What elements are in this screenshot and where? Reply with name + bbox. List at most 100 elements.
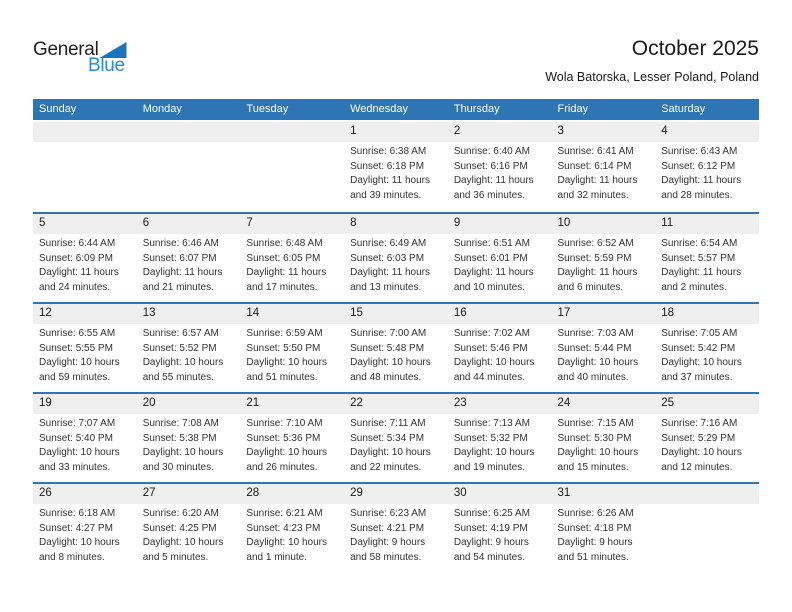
day-number: 16 — [447, 304, 552, 325]
sunrise-text: Sunrise: 6:51 AM — [453, 238, 530, 250]
sunrise-text: Sunrise: 7:13 AM — [453, 418, 530, 430]
daylight-text: Daylight: 10 hours and 40 minutes. — [557, 357, 639, 383]
sunrise-text: Sunrise: 7:05 AM — [661, 328, 738, 340]
daylight-text: Daylight: 10 hours and 12 minutes. — [661, 447, 742, 473]
empty-day-cell — [33, 122, 137, 212]
day-number: 27 — [136, 484, 241, 505]
daylight-text: Daylight: 11 hours and 21 minutes. — [142, 267, 223, 293]
sunset-text: Sunset: 4:18 PM — [557, 522, 632, 534]
day-number: 22 — [344, 394, 448, 415]
day-cell: 30 Sunrise: 6:25 AM Sunset: 4:19 PM Dayl… — [447, 482, 552, 572]
day-number: 26 — [33, 484, 137, 505]
daylight-text: Daylight: 10 hours and 33 minutes. — [39, 447, 120, 473]
daylight-text: Daylight: 10 hours and 37 minutes. — [661, 357, 742, 383]
sunset-text: Sunset: 5:50 PM — [246, 342, 321, 354]
day-cell: 12 Sunrise: 6:55 AM Sunset: 5:55 PM Dayl… — [33, 302, 137, 392]
day-details: Sunrise: 7:08 AM Sunset: 5:38 PM Dayligh… — [137, 414, 241, 475]
weekday-header-friday: Friday — [551, 99, 656, 123]
day-number: 7 — [240, 214, 345, 235]
sunrise-text: Sunrise: 6:25 AM — [453, 508, 530, 520]
day-number: 11 — [655, 214, 759, 235]
page-header: General Blue October 2025 Wola Batorska,… — [0, 0, 792, 85]
daylight-text: Daylight: 10 hours and 59 minutes. — [39, 357, 120, 383]
day-cell: 1 Sunrise: 6:38 AM Sunset: 6:18 PM Dayli… — [344, 122, 448, 212]
day-details — [33, 142, 137, 145]
day-cell: 24 Sunrise: 7:15 AM Sunset: 5:30 PM Dayl… — [551, 392, 656, 482]
day-details — [137, 142, 241, 145]
sunset-text: Sunset: 4:19 PM — [453, 522, 528, 534]
day-number: 21 — [240, 394, 345, 415]
day-number: 23 — [447, 394, 552, 415]
day-details: Sunrise: 6:51 AM Sunset: 6:01 PM Dayligh… — [448, 234, 552, 295]
day-details: Sunrise: 7:05 AM Sunset: 5:42 PM Dayligh… — [655, 324, 759, 385]
daylight-text: Daylight: 11 hours and 32 minutes. — [557, 175, 638, 201]
daylight-text: Daylight: 11 hours and 36 minutes. — [453, 175, 534, 201]
day-number: 28 — [240, 484, 345, 505]
day-cell: 27 Sunrise: 6:20 AM Sunset: 4:25 PM Dayl… — [136, 482, 241, 572]
sunset-text: Sunset: 6:05 PM — [246, 252, 321, 264]
daylight-text: Daylight: 10 hours and 26 minutes. — [246, 447, 328, 473]
daylight-text: Daylight: 9 hours and 54 minutes. — [453, 537, 529, 563]
day-number: 31 — [551, 484, 656, 505]
day-cell: 29 Sunrise: 6:23 AM Sunset: 4:21 PM Dayl… — [344, 482, 448, 572]
sunset-text: Sunset: 5:48 PM — [350, 342, 425, 354]
daylight-text: Daylight: 10 hours and 48 minutes. — [350, 357, 431, 383]
sunrise-text: Sunrise: 6:48 AM — [246, 238, 323, 250]
sunset-text: Sunset: 5:46 PM — [453, 342, 528, 354]
day-number: 25 — [655, 394, 759, 415]
day-cell: 22 Sunrise: 7:11 AM Sunset: 5:34 PM Dayl… — [344, 392, 448, 482]
weekday-header-sunday: Sunday — [33, 99, 137, 123]
sunrise-text: Sunrise: 6:57 AM — [142, 328, 219, 340]
weekday-header-thursday: Thursday — [447, 99, 552, 123]
logo-triangle-icon — [99, 42, 127, 58]
day-number: 4 — [655, 122, 759, 143]
sunset-text: Sunset: 5:29 PM — [661, 432, 736, 444]
weekday-header-tuesday: Tuesday — [240, 99, 345, 123]
day-details: Sunrise: 6:46 AM Sunset: 6:07 PM Dayligh… — [137, 234, 241, 295]
day-details — [240, 142, 344, 145]
day-number — [33, 122, 137, 143]
sunrise-text: Sunrise: 6:52 AM — [557, 238, 634, 250]
day-cell: 31 Sunrise: 6:26 AM Sunset: 4:18 PM Dayl… — [551, 482, 656, 572]
weekday-header-row: Sunday Monday Tuesday Wednesday Thursday Frid… — [33, 99, 759, 123]
day-number: 5 — [33, 214, 137, 235]
daylight-text: Daylight: 11 hours and 10 minutes. — [453, 267, 534, 293]
day-details: Sunrise: 6:59 AM Sunset: 5:50 PM Dayligh… — [240, 324, 344, 385]
daylight-text: Daylight: 10 hours and 22 minutes. — [350, 447, 431, 473]
sunrise-text: Sunrise: 6:49 AM — [350, 238, 427, 250]
day-number: 13 — [136, 304, 241, 325]
day-details: Sunrise: 7:16 AM Sunset: 5:29 PM Dayligh… — [655, 414, 759, 475]
sunset-text: Sunset: 5:57 PM — [661, 252, 736, 264]
day-details: Sunrise: 7:02 AM Sunset: 5:46 PM Dayligh… — [448, 324, 552, 385]
day-details: Sunrise: 6:18 AM Sunset: 4:27 PM Dayligh… — [33, 504, 137, 565]
day-number: 20 — [136, 394, 241, 415]
day-cell: 28 Sunrise: 6:21 AM Sunset: 4:23 PM Dayl… — [240, 482, 345, 572]
week-row: 12 Sunrise: 6:55 AM Sunset: 5:55 PM Dayl… — [33, 302, 759, 392]
day-cell: 3 Sunrise: 6:41 AM Sunset: 6:14 PM Dayli… — [551, 122, 656, 212]
daylight-text: Daylight: 10 hours and 19 minutes. — [453, 447, 535, 473]
daylight-text: Daylight: 11 hours and 39 minutes. — [350, 175, 430, 201]
day-cell: 5 Sunrise: 6:44 AM Sunset: 6:09 PM Dayli… — [33, 212, 137, 302]
daylight-text: Daylight: 11 hours and 28 minutes. — [661, 175, 742, 201]
sunset-text: Sunset: 4:27 PM — [39, 522, 113, 534]
sunrise-text: Sunrise: 7:16 AM — [661, 418, 738, 430]
day-cell: 16 Sunrise: 7:02 AM Sunset: 5:46 PM Dayl… — [447, 302, 552, 392]
day-details: Sunrise: 7:03 AM Sunset: 5:44 PM Dayligh… — [552, 324, 656, 385]
week-row: 26 Sunrise: 6:18 AM Sunset: 4:27 PM Dayl… — [33, 482, 759, 572]
sunset-text: Sunset: 5:34 PM — [350, 432, 425, 444]
sunrise-text: Sunrise: 7:15 AM — [557, 418, 634, 430]
sunset-text: Sunset: 4:21 PM — [350, 522, 425, 534]
sunrise-text: Sunrise: 6:18 AM — [39, 508, 116, 520]
sunrise-text: Sunrise: 7:00 AM — [350, 328, 427, 340]
logo-text-general: General — [33, 39, 99, 60]
daylight-text: Daylight: 9 hours and 51 minutes. — [557, 537, 633, 563]
page-subtitle: Wola Batorska, Lesser Poland, Poland — [545, 70, 759, 85]
day-details: Sunrise: 7:15 AM Sunset: 5:30 PM Dayligh… — [552, 414, 656, 475]
sunset-text: Sunset: 6:09 PM — [39, 252, 113, 264]
day-details: Sunrise: 6:54 AM Sunset: 5:57 PM Dayligh… — [655, 234, 759, 295]
day-details: Sunrise: 6:49 AM Sunset: 6:03 PM Dayligh… — [344, 234, 448, 295]
sunset-text: Sunset: 5:30 PM — [557, 432, 632, 444]
daylight-text: Daylight: 11 hours and 13 minutes. — [350, 267, 430, 293]
sunset-text: Sunset: 6:01 PM — [453, 252, 528, 264]
